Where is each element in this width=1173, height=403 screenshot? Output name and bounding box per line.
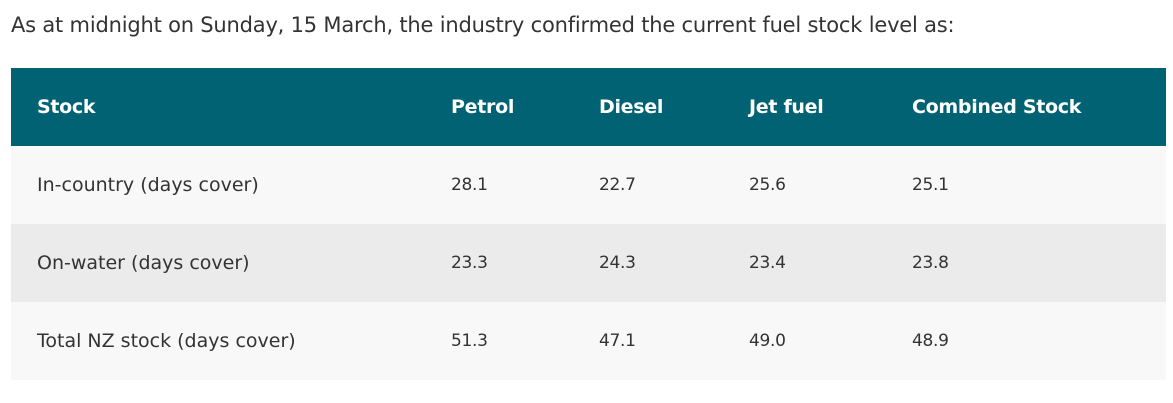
cell-diesel: 24.3 [573, 224, 723, 302]
cell-petrol: 28.1 [425, 146, 573, 224]
row-label: In-country (days cover) [11, 146, 425, 224]
table-row: Total NZ stock (days cover) 51.3 47.1 49… [11, 302, 1166, 380]
header-combined-stock: Combined Stock [886, 68, 1166, 146]
header-petrol: Petrol [425, 68, 573, 146]
cell-diesel: 22.7 [573, 146, 723, 224]
header-diesel: Diesel [573, 68, 723, 146]
table-row: In-country (days cover) 28.1 22.7 25.6 2… [11, 146, 1166, 224]
cell-petrol: 23.3 [425, 224, 573, 302]
row-label: Total NZ stock (days cover) [11, 302, 425, 380]
header-stock: Stock [11, 68, 425, 146]
cell-jet-fuel: 23.4 [723, 224, 886, 302]
cell-combined-stock: 48.9 [886, 302, 1166, 380]
header-jet-fuel: Jet fuel [723, 68, 886, 146]
row-label: On-water (days cover) [11, 224, 425, 302]
cell-diesel: 47.1 [573, 302, 723, 380]
cell-combined-stock: 25.1 [886, 146, 1166, 224]
cell-combined-stock: 23.8 [886, 224, 1166, 302]
intro-text: As at midnight on Sunday, 15 March, the … [11, 13, 955, 37]
fuel-stock-table: Stock Petrol Diesel Jet fuel Combined St… [11, 68, 1166, 380]
cell-petrol: 51.3 [425, 302, 573, 380]
cell-jet-fuel: 49.0 [723, 302, 886, 380]
cell-jet-fuel: 25.6 [723, 146, 886, 224]
table-row: On-water (days cover) 23.3 24.3 23.4 23.… [11, 224, 1166, 302]
table-header-row: Stock Petrol Diesel Jet fuel Combined St… [11, 68, 1166, 146]
